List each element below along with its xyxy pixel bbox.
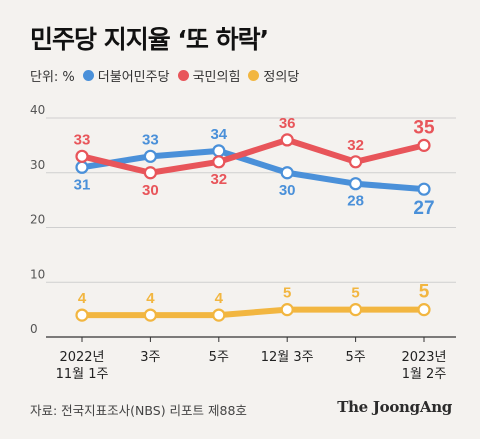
data-point — [143, 149, 157, 163]
legend: 단위: % 더불어민주당 국민의힘 정의당 — [30, 66, 307, 85]
data-label: 33 — [142, 131, 159, 148]
series-lines — [75, 133, 431, 322]
data-label: 34 — [210, 126, 227, 143]
x-tick-label: 12월 3주 — [261, 350, 314, 365]
data-label: 30 — [279, 182, 296, 199]
y-tick-label: 0 — [30, 322, 38, 336]
data-point — [212, 155, 226, 169]
x-tick-label: 2023년 — [401, 350, 446, 365]
x-axis: 2022년 11월 1주 3주 5주 12월 3주 5주 2023년 1월 2주 — [56, 337, 447, 382]
series-line-2 — [79, 306, 427, 319]
data-point — [280, 166, 294, 180]
legend-label-justice: 정의당 — [263, 70, 300, 85]
series-line-0 — [79, 147, 427, 193]
x-tick-label: 11월 1주 — [56, 367, 109, 382]
x-tick-label: 5주 — [345, 350, 365, 365]
brand-logo: The JoongAng — [337, 398, 452, 416]
data-label: 33 — [74, 131, 91, 148]
data-point — [280, 303, 294, 317]
x-tick-label: 3주 — [140, 350, 160, 365]
data-point — [143, 308, 157, 322]
legend-label-ppp: 국민의힘 — [192, 70, 241, 85]
data-label: 4 — [78, 290, 87, 307]
data-label: 5 — [351, 285, 359, 302]
legend-label-democratic: 더불어민주당 — [97, 70, 170, 85]
data-point — [143, 166, 157, 180]
data-point — [212, 144, 226, 158]
data-label: 35 — [413, 117, 435, 138]
y-tick-label: 20 — [30, 213, 45, 227]
data-point — [75, 308, 89, 322]
legend-dot-ppp — [177, 70, 189, 81]
data-point — [280, 133, 294, 147]
chart-title: 민주당 지지율 ‘또 하락’ — [30, 25, 269, 54]
legend-item-justice: 정의당 — [248, 66, 299, 85]
legend-dot-democratic — [82, 70, 94, 81]
data-label: 32 — [210, 171, 227, 188]
data-point — [349, 155, 363, 169]
data-point — [417, 303, 431, 317]
data-point — [349, 303, 363, 317]
y-tick-label: 40 — [30, 103, 45, 117]
data-label: 4 — [215, 290, 224, 307]
data-labels: 31 33 34 30 28 27 33 30 32 36 32 35 4 4 4 5 5 5 — [74, 115, 435, 307]
x-tick-label: 2022년 — [59, 350, 104, 365]
data-label: 5 — [283, 285, 291, 302]
data-point — [417, 138, 431, 152]
data-point — [349, 177, 363, 191]
legend-item-democratic: 더불어민주당 — [82, 66, 170, 85]
legend-item-ppp: 국민의힘 — [177, 66, 241, 85]
y-tick-label: 10 — [30, 267, 45, 281]
data-label: 36 — [279, 115, 296, 132]
data-label: 31 — [74, 176, 91, 193]
x-tick-label: 1월 2주 — [402, 367, 447, 382]
data-label: 4 — [146, 290, 155, 307]
legend-dot-justice — [248, 70, 260, 81]
data-label: 30 — [142, 182, 159, 199]
series-line-1 — [79, 136, 427, 176]
data-point — [75, 149, 89, 163]
data-label: 32 — [347, 137, 364, 154]
data-label: 5 — [419, 282, 430, 303]
unit-label: 단위: % — [30, 70, 75, 85]
data-point — [212, 308, 226, 322]
source-note: 자료: 전국지표조사(NBS) 리포트 제88호 — [30, 403, 247, 418]
x-tick-label: 5주 — [209, 350, 229, 365]
y-tick-label: 30 — [30, 158, 45, 172]
data-point — [75, 160, 89, 174]
data-label: 27 — [413, 198, 434, 219]
data-point — [417, 182, 431, 196]
grid: 0 10 20 30 40 — [30, 103, 456, 338]
data-label: 28 — [347, 193, 364, 210]
